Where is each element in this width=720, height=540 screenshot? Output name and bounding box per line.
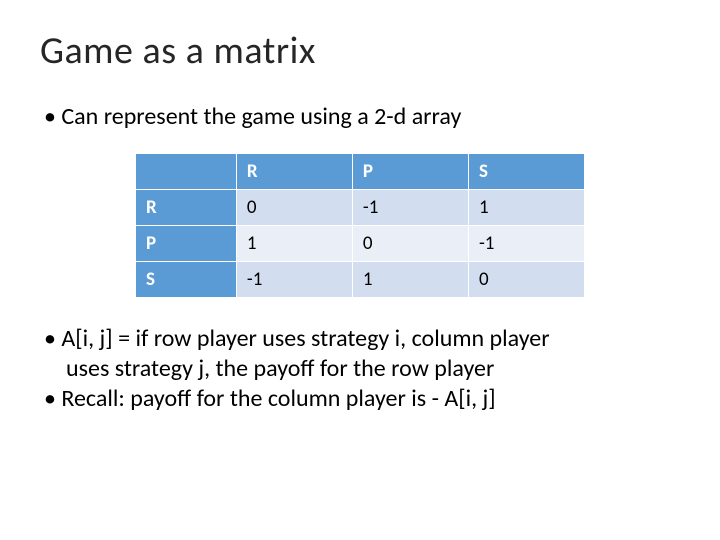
row-header: S (136, 262, 237, 298)
table-cell: 1 (468, 190, 584, 226)
payoff-matrix-table: R P S R 0 -1 1 P 1 0 -1 S -1 1 0 (135, 153, 585, 298)
table-cell: -1 (352, 190, 468, 226)
table-row: P 1 0 -1 (136, 226, 585, 262)
corner-cell (136, 154, 237, 190)
table-cell: -1 (236, 262, 352, 298)
bullet-line: • A[i, j] = if row player uses strategy … (44, 324, 680, 354)
slide-title: Game as a matrix (40, 28, 680, 74)
col-header: P (352, 154, 468, 190)
matrix-table-container: R P S R 0 -1 1 P 1 0 -1 S -1 1 0 (40, 153, 680, 298)
bullet-line-indent: uses strategy j, the payoff for the row … (44, 354, 680, 384)
table-row: R 0 -1 1 (136, 190, 585, 226)
table-cell: 1 (236, 226, 352, 262)
col-header: R (236, 154, 352, 190)
table-cell: 1 (352, 262, 468, 298)
table-cell: 0 (352, 226, 468, 262)
bullet-explanation: • A[i, j] = if row player uses strategy … (40, 324, 680, 414)
col-header: S (468, 154, 584, 190)
table-cell: 0 (236, 190, 352, 226)
bullet-recall: • Recall: payoff for the column player i… (44, 384, 680, 414)
row-header: P (136, 226, 237, 262)
table-cell: -1 (468, 226, 584, 262)
table-header-row: R P S (136, 154, 585, 190)
table-cell: 0 (468, 262, 584, 298)
table-row: S -1 1 0 (136, 262, 585, 298)
row-header: R (136, 190, 237, 226)
bullet-intro: • Can represent the game using a 2-d arr… (40, 102, 680, 131)
